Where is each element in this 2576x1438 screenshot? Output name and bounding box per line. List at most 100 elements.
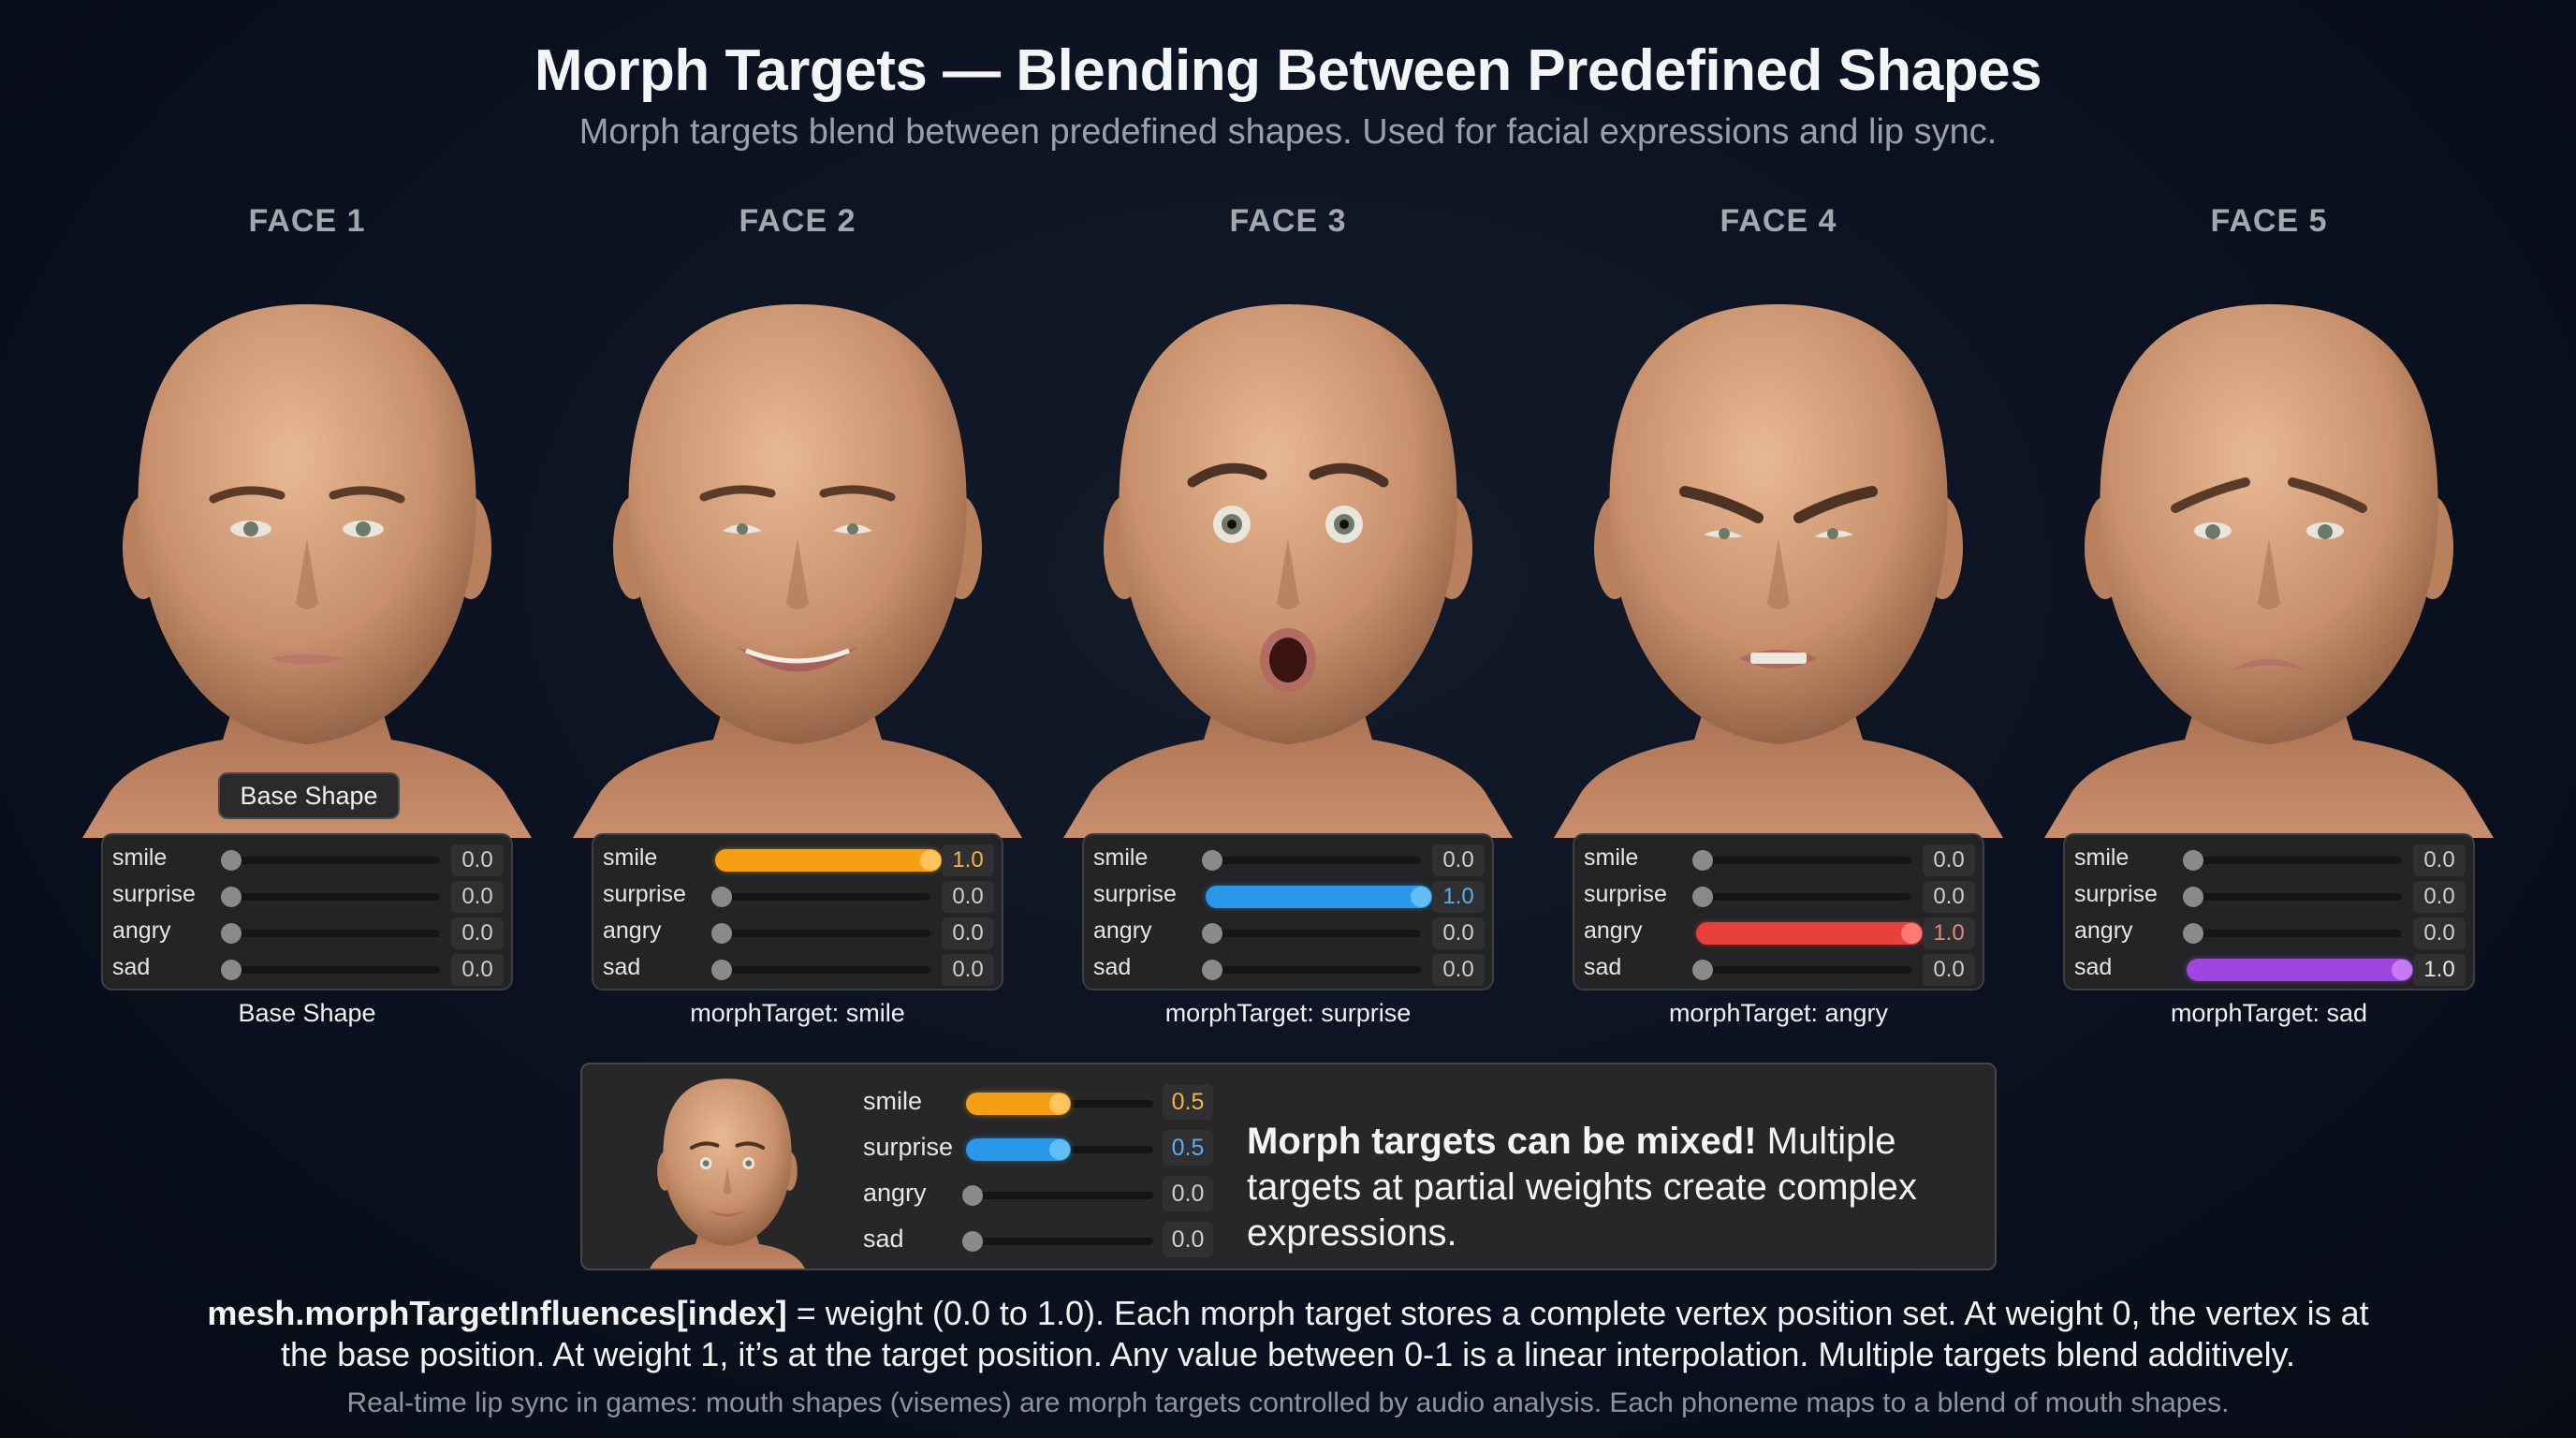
angry-value-field[interactable]: 0.0 <box>1432 917 1485 949</box>
slider-handle[interactable] <box>711 960 732 980</box>
sad-value-field[interactable]: 1.0 <box>2413 954 2466 986</box>
smile-slider[interactable] <box>2183 850 2402 871</box>
sad-value-field[interactable]: 0.0 <box>451 954 504 986</box>
surprise-value-field[interactable]: 0.0 <box>2413 881 2466 913</box>
slider-row-smile: smile 0.0 <box>103 843 511 878</box>
slider-handle[interactable] <box>1692 960 1713 980</box>
slider-row-smile: smile 0.0 <box>1574 843 1983 878</box>
slider-handle[interactable] <box>221 887 242 907</box>
surprise-value-field[interactable]: 0.5 <box>1163 1130 1213 1166</box>
surprise-value-field[interactable]: 0.0 <box>942 881 994 913</box>
slider-handle[interactable] <box>2183 850 2203 871</box>
slider-row-angry: angry 0.0 <box>1084 916 1492 951</box>
angry-slider[interactable] <box>711 923 930 944</box>
smile-slider[interactable] <box>1202 850 1421 871</box>
slider-handle[interactable] <box>1692 887 1713 907</box>
sad-value-field[interactable]: 0.0 <box>1432 954 1485 986</box>
angry-value-field[interactable]: 0.0 <box>2413 917 2466 949</box>
smile-slider[interactable] <box>1692 850 1911 871</box>
slider-handle[interactable] <box>1901 923 1922 944</box>
slider-handle[interactable] <box>962 1231 983 1252</box>
slider-handle[interactable] <box>1202 923 1222 944</box>
slider-handle[interactable] <box>962 1185 983 1206</box>
surprise-value-field[interactable]: 0.0 <box>451 881 504 913</box>
smile-value-field[interactable]: 0.0 <box>1432 844 1485 876</box>
slider-handle[interactable] <box>711 923 732 944</box>
slider-handle[interactable] <box>221 960 242 980</box>
sad-slider[interactable] <box>1692 960 1911 980</box>
slider-handle[interactable] <box>1202 960 1222 980</box>
slider-label: angry <box>1093 917 1152 944</box>
slider-label: surprise <box>2074 881 2158 907</box>
slider-row-angry: angry 0.0 <box>593 916 1002 951</box>
face-surprise-image <box>1054 267 1522 838</box>
slider-handle[interactable] <box>1049 1139 1070 1160</box>
slider-handle[interactable] <box>2183 923 2203 944</box>
slider-handle[interactable] <box>2183 887 2203 907</box>
sad-slider[interactable] <box>1202 960 1421 980</box>
sad-value-field[interactable]: 0.0 <box>942 954 994 986</box>
mixed-explanation: Morph targets can be mixed! Multiple tar… <box>1247 1119 1977 1256</box>
angry-slider[interactable] <box>962 1185 1153 1206</box>
sad-slider[interactable] <box>221 960 440 980</box>
surprise-slider[interactable] <box>966 1138 1153 1161</box>
slider-label: angry <box>2074 917 2133 944</box>
angry-value-field[interactable]: 1.0 <box>1923 917 1975 949</box>
slider-handle[interactable] <box>711 887 732 907</box>
page-title: Morph Targets — Blending Between Predefi… <box>534 38 2042 103</box>
surprise-value-field[interactable]: 1.0 <box>1432 881 1485 913</box>
smile-value-field[interactable]: 0.0 <box>451 844 504 876</box>
slider-handle[interactable] <box>221 923 242 944</box>
smile-value-field[interactable]: 1.0 <box>942 844 994 876</box>
slider-row-sad: sad 0.0 <box>863 1221 1237 1262</box>
slider-handle[interactable] <box>2392 960 2412 980</box>
slider-row-sad: sad 0.0 <box>593 952 1002 988</box>
face-caption: morphTarget: surprise <box>1164 999 1412 1027</box>
slider-handle[interactable] <box>221 850 242 871</box>
face-column-1: FACE 1 Base Shape smile 0.0 surprise 0.0 angry… <box>73 201 541 1044</box>
surprise-slider[interactable] <box>2183 887 2402 907</box>
angry-value-field[interactable]: 0.0 <box>451 917 504 949</box>
angry-value-field[interactable]: 0.0 <box>1163 1176 1213 1211</box>
morph-slider-panel: smile 0.0 surprise 1.0 angry 0.0 sad 0.0 <box>1082 833 1494 990</box>
slider-label: sad <box>1093 954 1132 980</box>
slider-label: sad <box>603 954 641 980</box>
angry-slider[interactable] <box>1202 923 1421 944</box>
angry-slider[interactable] <box>1696 922 1923 945</box>
slider-handle[interactable] <box>1049 1093 1070 1114</box>
description-line-1: mesh.morphTargetInfluences[index] = weig… <box>0 1293 2576 1334</box>
sad-slider[interactable] <box>2187 959 2413 981</box>
angry-slider[interactable] <box>221 923 440 944</box>
morph-slider-panel: smile 0.0 surprise 0.0 angry 0.0 sad 1.0 <box>2063 833 2475 990</box>
surprise-slider[interactable] <box>1692 887 1911 907</box>
smile-value-field[interactable]: 0.5 <box>1163 1084 1213 1120</box>
face-neutral-image <box>73 267 541 838</box>
smile-value-field[interactable]: 0.0 <box>1923 844 1975 876</box>
morph-slider-panel: smile 0.0 surprise 0.0 angry 1.0 sad 0.0 <box>1573 833 1984 990</box>
sad-slider[interactable] <box>962 1231 1153 1252</box>
smile-slider[interactable] <box>715 849 942 872</box>
slider-handle[interactable] <box>1411 887 1431 907</box>
surprise-value-field[interactable]: 0.0 <box>1923 881 1975 913</box>
slider-label: smile <box>603 844 658 871</box>
angry-slider[interactable] <box>2183 923 2402 944</box>
sad-value-field[interactable]: 0.0 <box>1163 1222 1213 1257</box>
smile-value-field[interactable]: 0.0 <box>2413 844 2466 876</box>
slider-row-surprise: surprise 0.0 <box>1574 879 1983 915</box>
smile-slider-fill <box>715 849 942 872</box>
slider-handle[interactable] <box>920 850 941 871</box>
smile-slider[interactable] <box>221 850 440 871</box>
surprise-slider[interactable] <box>711 887 930 907</box>
slider-row-surprise: surprise 0.0 <box>2065 879 2473 915</box>
surprise-slider[interactable] <box>1206 886 1432 908</box>
sad-value-field[interactable]: 0.0 <box>1923 954 1975 986</box>
smile-slider[interactable] <box>966 1093 1153 1115</box>
slider-label: angry <box>1584 917 1643 944</box>
angry-value-field[interactable]: 0.0 <box>942 917 994 949</box>
slider-row-angry: angry 1.0 <box>1574 916 1983 951</box>
slider-label: surprise <box>1584 881 1667 907</box>
slider-handle[interactable] <box>1692 850 1713 871</box>
sad-slider[interactable] <box>711 960 930 980</box>
surprise-slider[interactable] <box>221 887 440 907</box>
slider-handle[interactable] <box>1202 850 1222 871</box>
